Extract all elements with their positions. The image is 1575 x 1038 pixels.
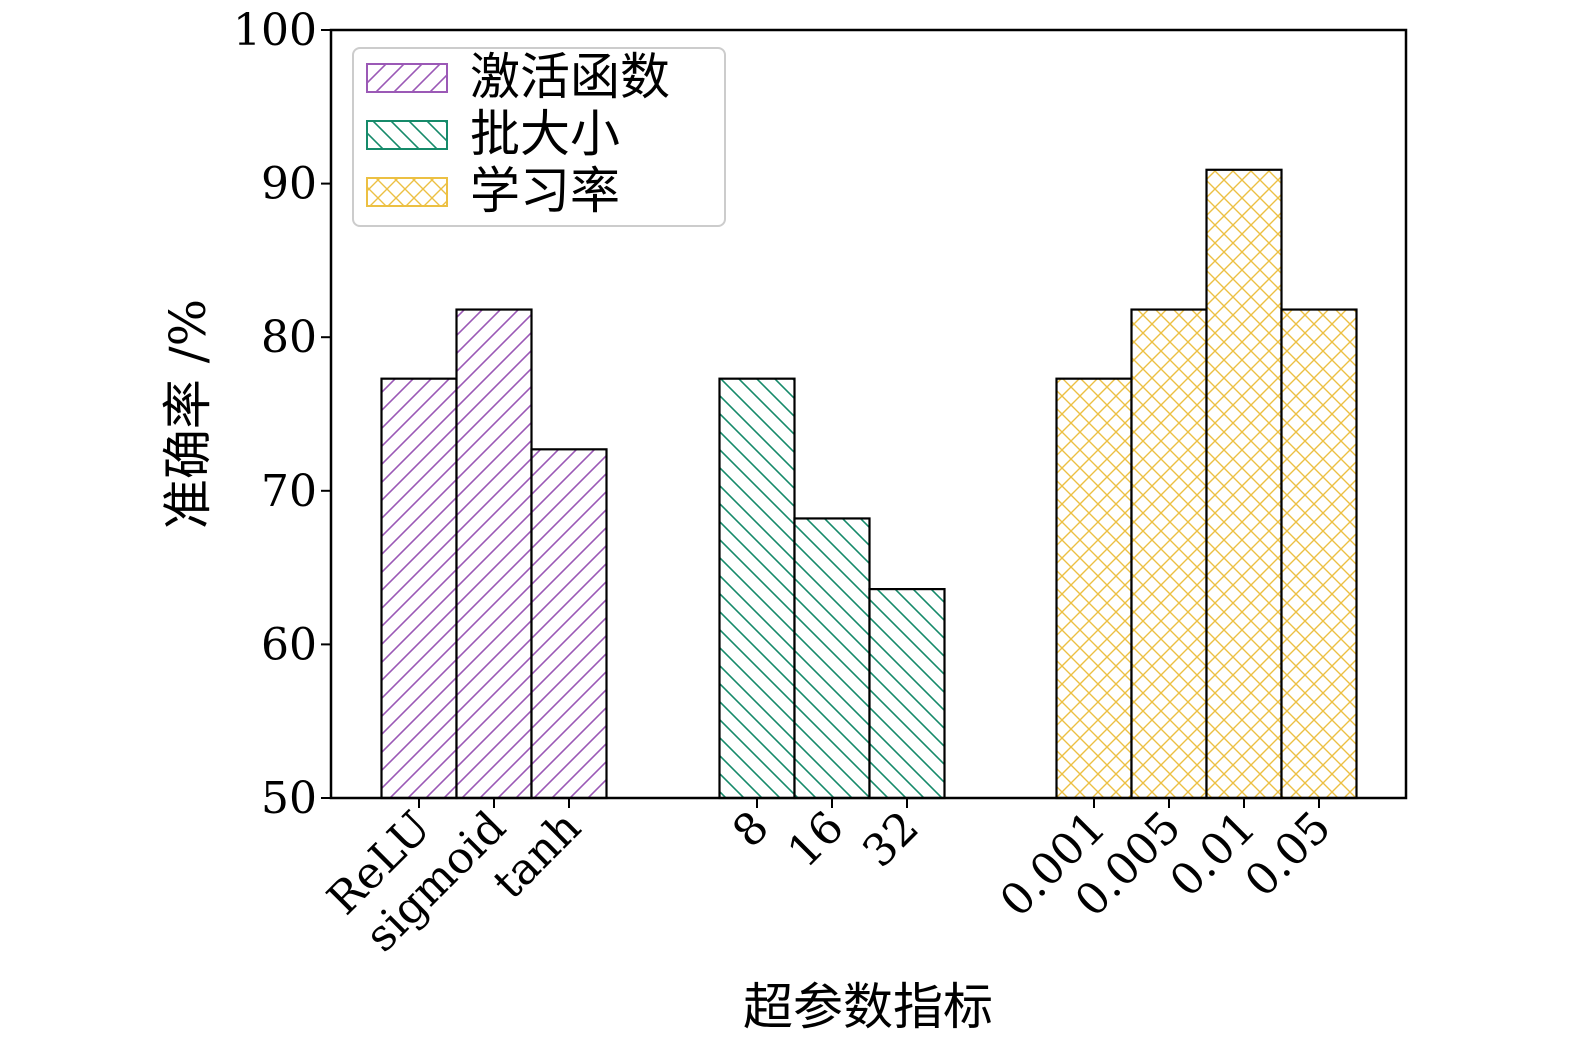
legend-swatch xyxy=(366,177,448,207)
bars-layer xyxy=(380,168,1358,800)
bar-8 xyxy=(718,377,796,800)
y-tick-label: 90 xyxy=(261,159,317,210)
bar-tanh xyxy=(530,448,608,800)
y-tick-label: 50 xyxy=(261,773,317,824)
legend-swatch xyxy=(366,63,448,93)
y-tick-label: 60 xyxy=(261,619,317,670)
bar-0.01 xyxy=(1205,168,1283,800)
bar-sigmoid xyxy=(455,308,533,800)
legend-label: 激活函数 xyxy=(470,48,670,106)
y-tick-label: 80 xyxy=(261,312,317,363)
legend-swatch xyxy=(366,120,448,150)
x-tick-label: tanh xyxy=(484,802,591,909)
y-tick-label: 100 xyxy=(233,5,317,56)
bar-16 xyxy=(793,517,871,800)
x-tick-label: 8 xyxy=(723,802,779,858)
plot-area-frame xyxy=(329,28,1408,800)
bar-0.005 xyxy=(1130,308,1208,800)
bar-0.001 xyxy=(1055,377,1133,800)
y-axis-ticks: 50 60 70 80 90 100 xyxy=(233,5,331,824)
y-axis-title: 准确率 /% xyxy=(159,299,217,529)
legend-label: 学习率 xyxy=(470,162,620,220)
bar-32 xyxy=(868,588,946,800)
legend-label: 批大小 xyxy=(470,105,620,163)
x-tick-label: 32 xyxy=(853,802,929,878)
x-axis-title: 超参数指标 xyxy=(743,978,993,1036)
bar-0.05 xyxy=(1280,308,1358,800)
x-tick-label: 16 xyxy=(778,802,854,878)
x-tick-label: 0.05 xyxy=(1235,802,1340,907)
y-tick-label: 70 xyxy=(261,466,317,517)
x-tick-label: 0.01 xyxy=(1160,802,1265,907)
bar-ReLU xyxy=(380,377,458,800)
